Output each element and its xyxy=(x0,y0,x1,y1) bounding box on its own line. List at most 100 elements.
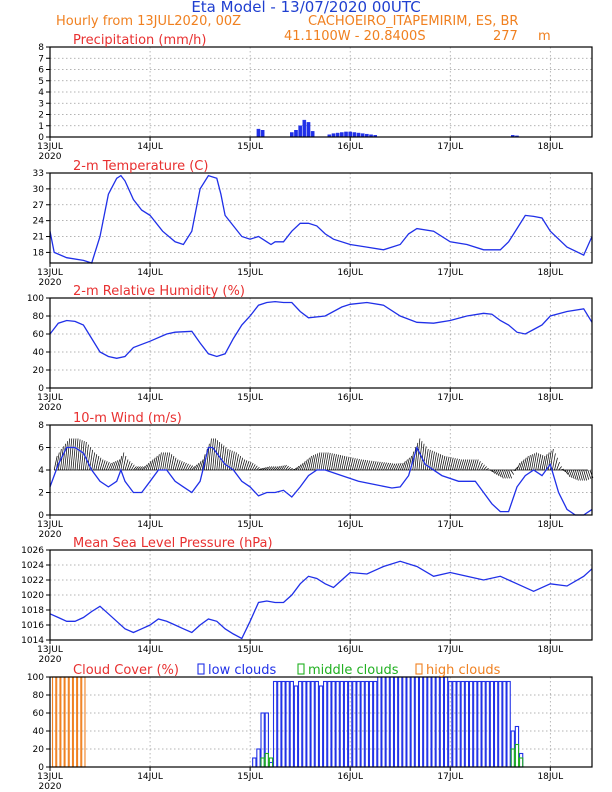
panel-frame xyxy=(49,297,593,389)
elevation-value: 277 xyxy=(493,29,518,44)
wind-barb xyxy=(110,462,114,471)
wind-barb xyxy=(210,438,214,471)
panel-3: 0 20 40 60 80 100 13JUL2020 14JUL 15JUL 16JUL 17JU… xyxy=(27,284,593,413)
x-tick-label: 13JUL xyxy=(37,520,63,530)
wind-barb xyxy=(497,469,502,478)
high-cloud-bar xyxy=(51,676,57,768)
wind-barb xyxy=(128,462,133,471)
x-tick-label: 18JUL xyxy=(537,268,563,278)
wind-barb xyxy=(254,465,258,471)
wind-barb xyxy=(345,456,350,471)
precip-bar xyxy=(352,132,357,138)
wind-barb xyxy=(314,453,319,471)
wind-barb xyxy=(237,455,241,471)
wind-barb xyxy=(537,454,542,471)
wind-barb xyxy=(460,459,465,471)
low-cloud-bar xyxy=(460,680,465,768)
wind-barb xyxy=(283,464,287,471)
wind-barb xyxy=(366,460,371,471)
y-tick-label: 3 xyxy=(38,99,44,109)
wind-barb xyxy=(80,441,85,471)
wind-barb xyxy=(145,462,150,471)
panel-frame xyxy=(49,676,593,768)
low-cloud-bar xyxy=(343,680,349,768)
y-tick-label: 1020 xyxy=(21,591,44,601)
wind-barb xyxy=(524,455,529,471)
wind-barb xyxy=(301,461,306,471)
wind-barb xyxy=(568,469,573,478)
wind-barb xyxy=(577,469,581,481)
x-tick-label: 18JUL xyxy=(537,520,563,530)
y-tick-label: 1014 xyxy=(21,636,44,646)
wind-barb xyxy=(579,469,583,481)
wind-barb xyxy=(68,438,73,471)
wind-barb xyxy=(306,457,310,471)
wind-barb xyxy=(270,466,275,471)
wind-barb xyxy=(64,441,68,471)
low-cloud-bar xyxy=(293,685,299,768)
x-tick-label: 16JUL xyxy=(337,268,363,278)
x-tick-label: 14JUL xyxy=(137,520,163,530)
wind-barb xyxy=(322,452,327,471)
wind-barb xyxy=(316,452,321,471)
y-tick-label: 0 xyxy=(38,763,44,773)
wind-barb xyxy=(510,469,514,475)
low-cloud-bar xyxy=(402,676,407,768)
y-tick-label: 1016 xyxy=(21,621,44,631)
wind-barb xyxy=(103,461,108,471)
low-cloud-bar xyxy=(468,680,474,768)
y-tick-label: 33 xyxy=(33,169,44,179)
middle-cloud-bar xyxy=(264,752,269,768)
wind-barb xyxy=(566,469,571,478)
wind-barb xyxy=(506,469,510,479)
wind-barb xyxy=(243,460,248,471)
low-cloud-bar xyxy=(489,680,495,768)
low-cloud-bar xyxy=(418,676,424,768)
wind-barb xyxy=(62,443,66,471)
elevation-unit: m xyxy=(538,29,551,44)
wind-barb xyxy=(235,454,239,471)
low-cloud-bar xyxy=(277,680,282,768)
y-tick-label: 80 xyxy=(33,312,45,322)
low-cloud-bar xyxy=(310,680,315,768)
wind-barb xyxy=(564,469,569,475)
low-cloud-bar xyxy=(252,757,257,768)
panel-frame xyxy=(49,424,593,516)
precip-bar xyxy=(260,130,265,138)
wind-barb xyxy=(466,459,471,471)
wind-barb xyxy=(435,453,439,471)
wind-barb xyxy=(333,454,337,471)
wind-barb xyxy=(328,453,333,471)
wind-barb xyxy=(587,469,592,479)
low-cloud-bar xyxy=(306,680,311,768)
wind-barb xyxy=(149,459,154,471)
panel-5: 1014 1016 1018 1020 1022 1024 1026 13JUL2020 14J… xyxy=(21,536,593,665)
x-tick-label: 15JUL xyxy=(237,393,263,403)
x-tick-label: 17JUL xyxy=(437,520,463,530)
precip-bar xyxy=(306,122,311,138)
low-cloud-bar xyxy=(285,680,290,768)
y-tick-label: 0 xyxy=(38,133,44,143)
wind-barb xyxy=(541,455,546,471)
wind-barb xyxy=(447,457,452,471)
y-tick-label: 100 xyxy=(27,673,44,683)
wind-barb xyxy=(133,466,137,471)
low-cloud-bar xyxy=(398,676,403,768)
low-cloud-bar xyxy=(339,680,345,768)
wind-barb xyxy=(320,452,325,471)
wind-barb xyxy=(439,455,444,471)
wind-barb xyxy=(399,462,404,471)
y-tick-label: 6 xyxy=(38,66,44,76)
wind-barb xyxy=(249,462,254,471)
wind-barb xyxy=(531,453,535,471)
wind-barb xyxy=(172,457,177,471)
wind-barb xyxy=(151,457,156,471)
wind-barb xyxy=(474,459,479,471)
wind-barb xyxy=(108,462,112,471)
chart-title: Eta Model - 13/07/2020 00UTC xyxy=(191,0,420,16)
wind-barb xyxy=(543,454,548,471)
x-tick-year: 2020 xyxy=(39,152,62,162)
wind-barb xyxy=(416,438,421,471)
y-tick-label: 0 xyxy=(38,384,44,394)
low-cloud-bar xyxy=(322,680,328,768)
